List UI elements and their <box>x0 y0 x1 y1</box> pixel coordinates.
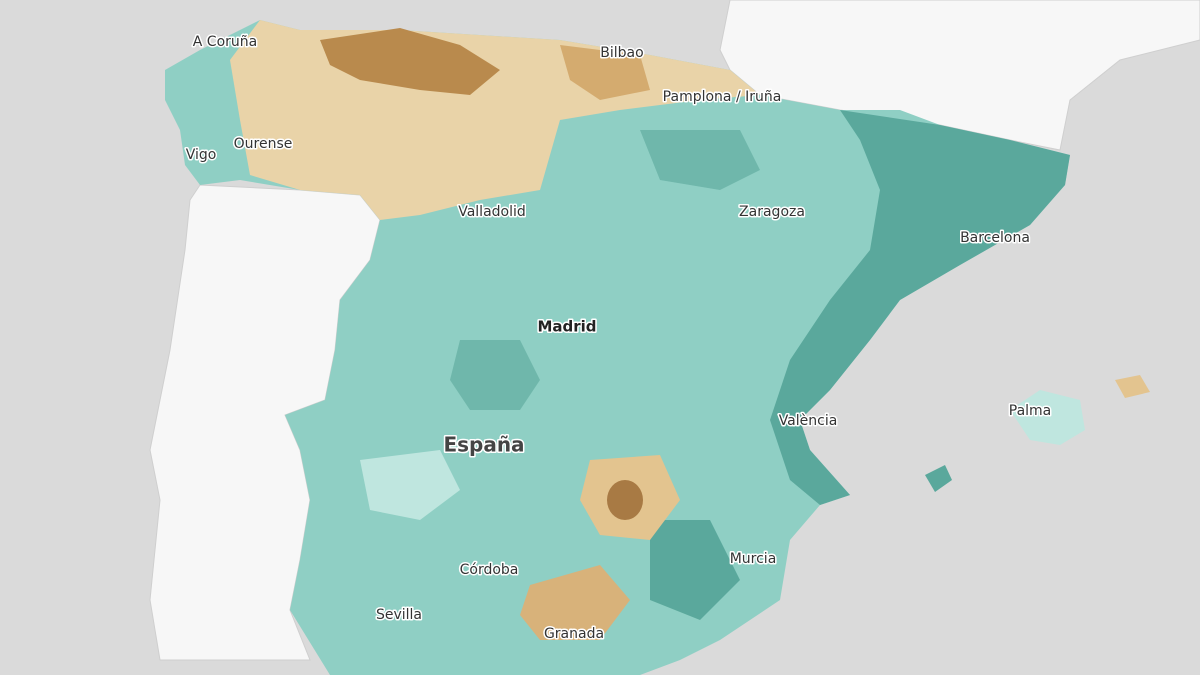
city-label: Palma <box>1009 403 1052 419</box>
mallorca <box>1010 390 1085 445</box>
city-label: Sevilla <box>376 607 422 623</box>
city-label: Córdoba <box>460 562 519 578</box>
ibiza <box>925 465 952 492</box>
very-dry-north <box>320 28 500 95</box>
capital-label: Madrid <box>537 318 596 336</box>
city-label: Barcelona <box>960 230 1030 246</box>
dry-basque <box>560 45 650 100</box>
wet-murcia <box>650 520 740 620</box>
city-label: Zaragoza <box>739 204 805 220</box>
city-label: Pamplona / Iruña <box>663 89 782 105</box>
city-label: Ourense <box>234 136 293 152</box>
city-label: València <box>779 413 838 429</box>
city-label: Valladolid <box>458 204 526 220</box>
dry-granada <box>520 565 630 640</box>
city-label: Bilbao <box>600 45 643 61</box>
city-label: Granada <box>544 626 604 642</box>
city-label: Murcia <box>730 551 777 567</box>
very-dry-jaen <box>607 480 643 520</box>
menorca <box>1115 375 1150 398</box>
light-west <box>360 450 460 520</box>
wet-center <box>450 340 540 410</box>
city-label: A Coruña <box>193 34 257 50</box>
wet-east <box>770 110 1070 505</box>
wet-aragon <box>640 130 760 190</box>
country-label: España <box>443 433 524 457</box>
city-label: Vigo <box>186 147 217 163</box>
